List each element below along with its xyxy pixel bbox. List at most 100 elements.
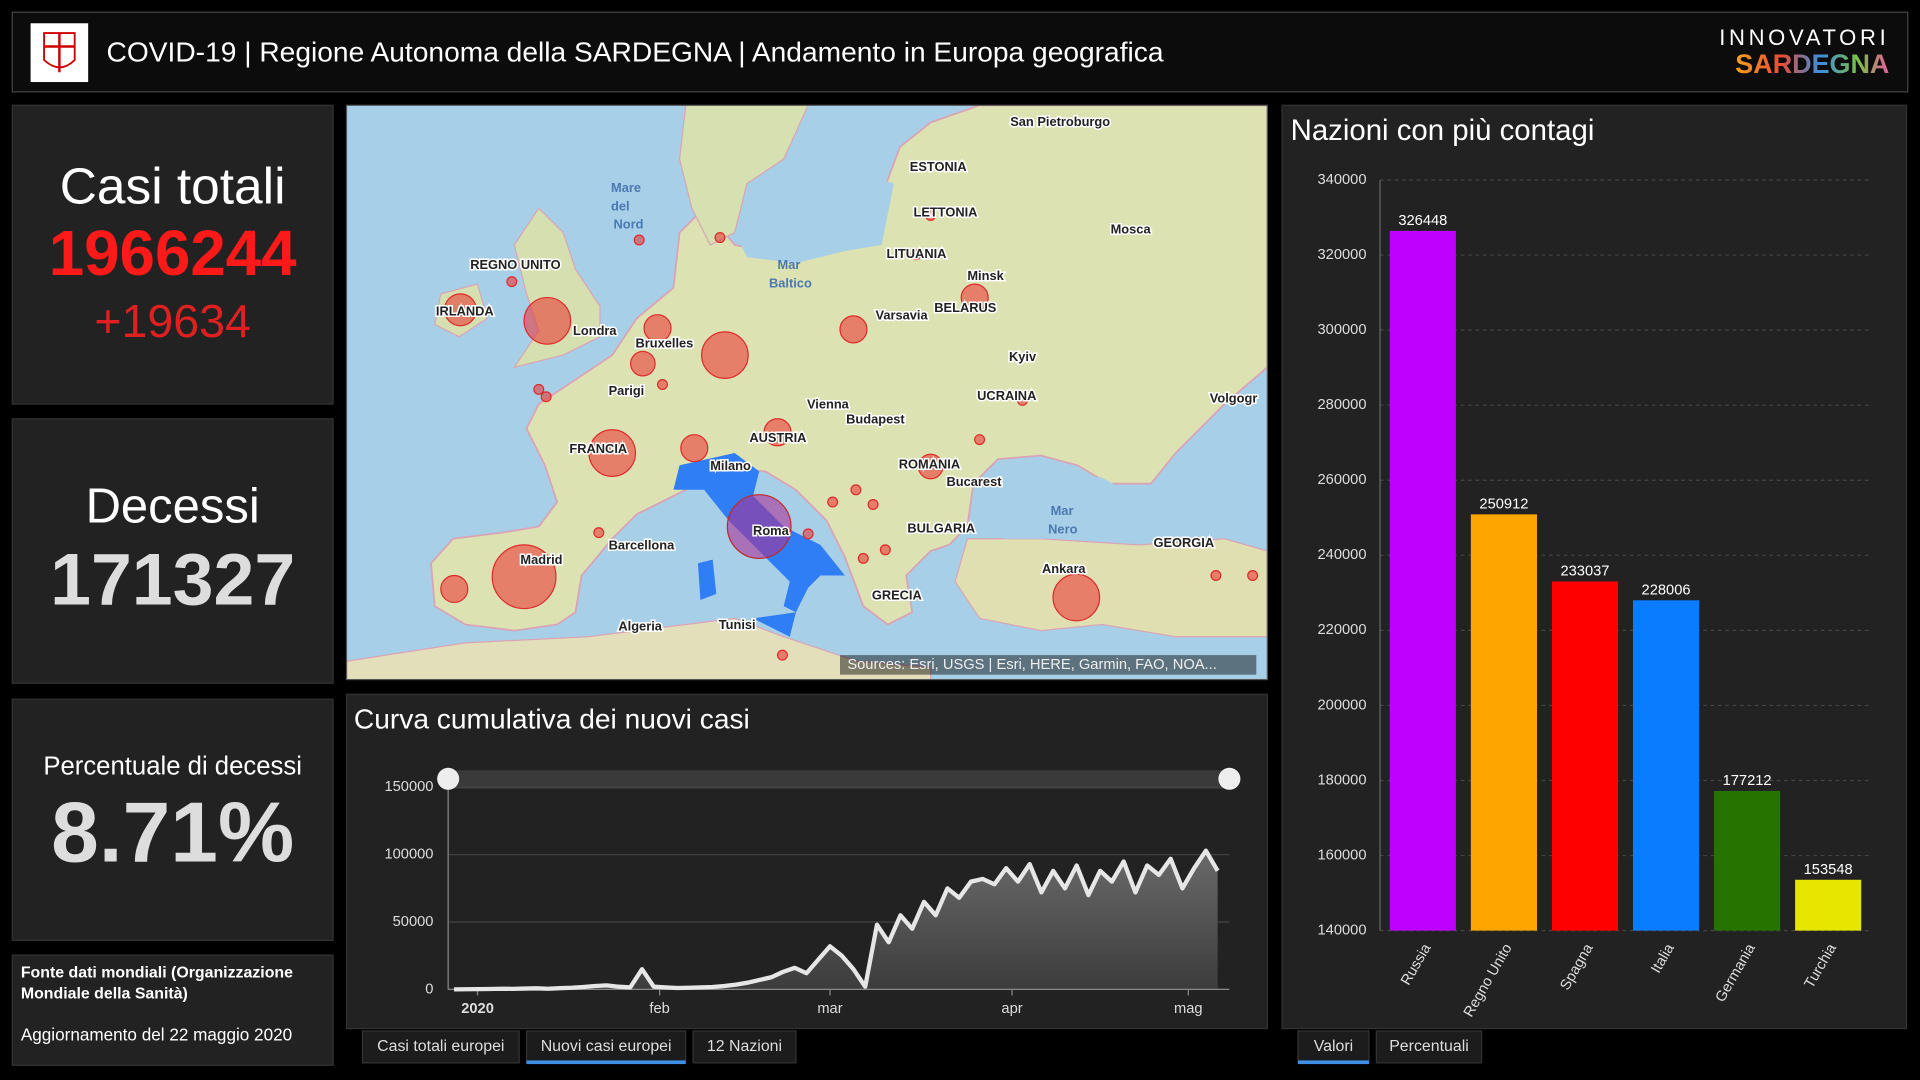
map-label: Roma: [753, 523, 790, 538]
case-circle[interactable]: [1247, 570, 1259, 582]
value-label: 177212: [1723, 773, 1772, 789]
map-label: Mare: [611, 180, 641, 195]
tab-label[interactable]: Valori: [1314, 1038, 1354, 1055]
line-chart: 0 50000 100000 150000 2020 feb mar apr mag: [384, 772, 1230, 1017]
map-label: Barcellona: [609, 538, 676, 553]
tab[interactable]: [692, 1030, 797, 1064]
y-tick-label: 240000: [1318, 547, 1367, 563]
case-circle[interactable]: [925, 210, 937, 222]
map-label: Mosca: [1111, 222, 1152, 237]
case-circle[interactable]: [974, 434, 986, 446]
kpi-label: Decessi: [86, 479, 260, 533]
case-circle[interactable]: [776, 649, 788, 661]
bar[interactable]: [1389, 230, 1456, 931]
map-label: Mar: [1051, 503, 1074, 518]
bar[interactable]: [1714, 790, 1781, 931]
chart-title: Nazioni con più contagi: [1291, 114, 1595, 147]
case-circle[interactable]: [763, 418, 792, 447]
x-tick-label: 2020: [461, 1001, 494, 1017]
case-circle[interactable]: [827, 496, 839, 508]
map-label: Algeria: [618, 618, 662, 633]
y-tick-label: 150000: [384, 779, 433, 795]
case-circle[interactable]: [1210, 570, 1222, 582]
case-circle[interactable]: [857, 552, 869, 564]
slider-handle[interactable]: [1218, 767, 1241, 790]
map[interactable]: San Pietroburgo Mare del Nord ESTONIA LETTONI…: [346, 105, 1268, 680]
kpi-value: 8.71%: [51, 784, 294, 880]
bar[interactable]: [1795, 879, 1862, 931]
y-tick-label: 160000: [1318, 847, 1367, 863]
case-circle[interactable]: [1016, 394, 1028, 406]
map-label: Londra: [573, 323, 617, 338]
tab-label[interactable]: Casi totali europei: [377, 1038, 504, 1055]
y-tick-label: 260000: [1318, 472, 1367, 488]
value-label: 233037: [1560, 564, 1609, 580]
brand-bottom: SARDEGNA: [1735, 49, 1889, 79]
tab-indicator: [526, 1060, 686, 1065]
case-circle[interactable]: [440, 574, 469, 604]
attribution: Sources: Esri, USGS | Esri, HERE, Garmin…: [847, 657, 1216, 673]
map-labels: San Pietroburgo Mare del Nord ESTONIA LETTONI…: [434, 112, 1259, 635]
case-circle[interactable]: [917, 453, 944, 480]
case-circle[interactable]: [533, 383, 545, 395]
tab-label[interactable]: Percentuali: [1389, 1038, 1469, 1055]
case-circle[interactable]: [680, 434, 709, 463]
x-tick-label: feb: [649, 1001, 669, 1017]
bar[interactable]: [1470, 514, 1537, 931]
case-circle[interactable]: [879, 544, 891, 556]
case-circle[interactable]: [656, 378, 668, 390]
tab-label[interactable]: 12 Nazioni: [707, 1038, 782, 1055]
case-circle[interactable]: [506, 276, 518, 288]
line: [454, 848, 1220, 992]
kpi-label: Percentuale di decessi: [43, 753, 302, 781]
case-circle[interactable]: [850, 484, 862, 496]
tab[interactable]: [361, 1030, 520, 1064]
map-label: Mar: [778, 257, 801, 272]
case-circle[interactable]: [491, 544, 557, 610]
header: [11, 11, 1909, 93]
case-circle[interactable]: [726, 494, 792, 559]
case-circle[interactable]: [540, 391, 552, 403]
case-circle[interactable]: [630, 350, 656, 377]
slider-handle[interactable]: [437, 767, 460, 790]
case-circle[interactable]: [1052, 573, 1101, 622]
area-fill: [454, 850, 1218, 990]
kpi-label: Casi totali: [60, 156, 286, 214]
case-circle[interactable]: [714, 232, 726, 244]
logo-cross: [44, 33, 75, 73]
case-circle[interactable]: [910, 249, 922, 261]
case-circle[interactable]: [593, 527, 605, 539]
case-circle[interactable]: [867, 498, 879, 510]
range-slider[interactable]: [448, 770, 1230, 789]
case-circle[interactable]: [633, 234, 645, 246]
map-label: GEORGIA: [1153, 535, 1214, 550]
kpi-panel: [11, 698, 334, 942]
case-circle[interactable]: [588, 429, 637, 477]
map-label: Bruxelles: [636, 335, 694, 350]
brand-top: INNOVATORI: [1719, 25, 1889, 50]
bar[interactable]: [1551, 581, 1619, 931]
sea: [979, 471, 1145, 539]
y-tick-label: 220000: [1318, 622, 1367, 638]
tab[interactable]: [1375, 1030, 1483, 1064]
case-circle[interactable]: [960, 283, 989, 312]
case-circle[interactable]: [701, 331, 749, 379]
map-label: BULGARIA: [907, 520, 975, 535]
y-tick-label: 200000: [1318, 697, 1367, 713]
map-label: Minsk: [967, 268, 1004, 283]
x-tick-label: mag: [1174, 1001, 1203, 1017]
y-tick-label: 50000: [393, 914, 434, 930]
map-label: UCRAINA: [977, 388, 1036, 403]
attribution-bg: [840, 655, 1257, 675]
case-circle[interactable]: [643, 314, 672, 343]
value-label: 326448: [1398, 213, 1447, 229]
y-tick-label: 340000: [1318, 172, 1367, 188]
case-circle[interactable]: [839, 315, 868, 344]
case-circle[interactable]: [443, 293, 477, 327]
map-label: Bucarest: [947, 474, 1003, 489]
header-title: COVID-19 | Regione Autonoma della SARDEG…: [107, 36, 1164, 67]
case-circle[interactable]: [802, 528, 814, 540]
tab-label[interactable]: Nuovi casi europei: [541, 1038, 672, 1055]
bar[interactable]: [1632, 600, 1700, 931]
case-circle[interactable]: [523, 296, 572, 345]
